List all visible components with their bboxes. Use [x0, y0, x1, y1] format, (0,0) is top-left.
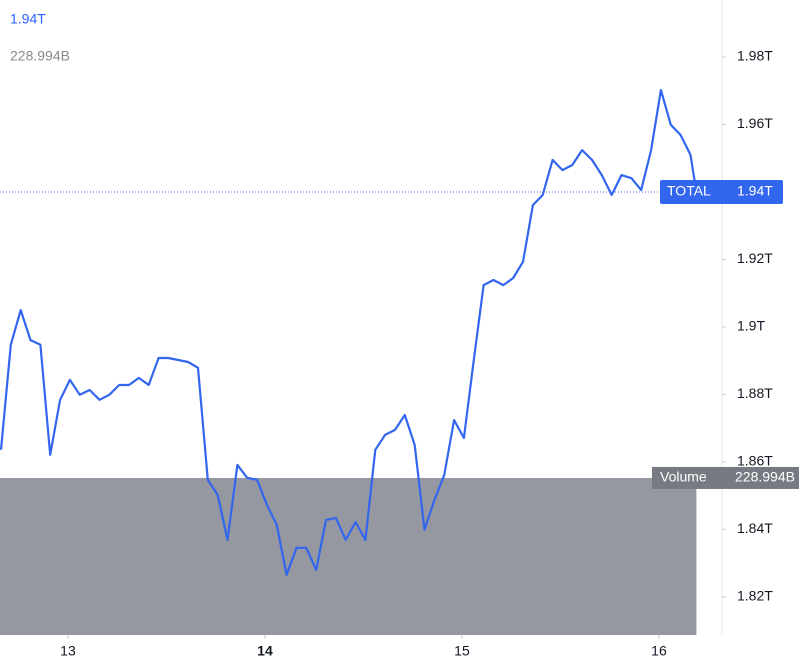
volume-label: 228.994B: [735, 469, 795, 485]
y-tick-label: 1.92T: [737, 250, 773, 266]
volume-name: Volume: [660, 469, 707, 485]
series-label-box: [660, 179, 783, 204]
y-tick-label: 1.82T: [737, 588, 773, 604]
y-tick-label: 1.88T: [737, 385, 773, 401]
y-tick-label: 1.9T: [737, 318, 765, 334]
volume-label-box: [652, 466, 799, 489]
header-volume: 228.994B: [10, 48, 70, 64]
series-name: TOTAL: [667, 183, 711, 199]
last-price-label: 1.94T: [737, 183, 773, 199]
header-value: 1.94T: [10, 11, 46, 27]
price-line: [0, 89, 698, 576]
x-tick-label: 16: [651, 643, 667, 658]
y-tick-label: 1.98T: [737, 48, 773, 64]
x-tick-label: 15: [454, 643, 470, 658]
x-tick-label: 13: [60, 643, 76, 658]
y-tick-label: 1.86T: [737, 453, 773, 469]
volume-area: [0, 477, 697, 635]
y-tick-label: 1.96T: [737, 115, 773, 131]
y-tick-label: 1.84T: [737, 520, 773, 536]
x-tick-label: 14: [257, 643, 273, 658]
